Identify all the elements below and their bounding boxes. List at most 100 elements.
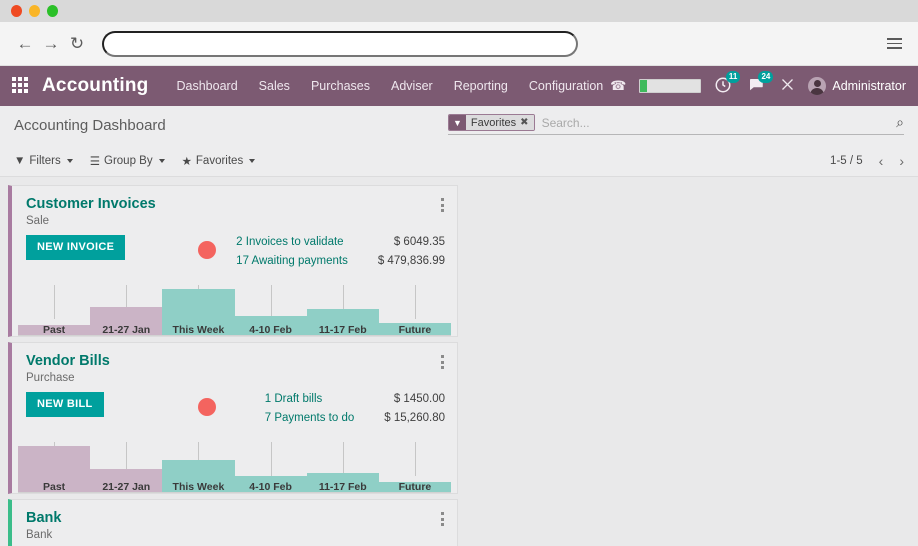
window-close-button[interactable] <box>11 5 22 17</box>
user-name-label: Administrator <box>832 79 906 93</box>
pager-count: 1-5 / 5 <box>830 155 863 167</box>
kebab-menu-icon[interactable] <box>438 509 447 529</box>
forward-icon[interactable]: → <box>42 34 60 53</box>
bar <box>18 445 91 492</box>
stat-value: $ 1450.00 <box>393 393 445 406</box>
card-header: Vendor Bills Purchase <box>12 343 457 384</box>
bar-column[interactable]: Past <box>18 438 91 493</box>
groupby-dropdown[interactable]: ☰ Group By <box>90 154 165 168</box>
bar-column[interactable]: 4-10 Feb <box>234 281 307 336</box>
bar <box>378 482 452 492</box>
search-icon[interactable]: ⌕ <box>896 114 904 130</box>
bar-column[interactable]: Future <box>378 281 452 336</box>
menu-item-dashboard[interactable]: Dashboard <box>176 79 238 93</box>
menu-item-reporting[interactable]: Reporting <box>453 79 508 93</box>
stat-label[interactable]: 1 Draft bills <box>264 393 323 406</box>
attention-dot[interactable] <box>198 241 216 260</box>
customer-invoices-chart: Past 21-27 Jan This Week 4-10 Feb 11-17 … <box>12 281 457 336</box>
bar-column[interactable]: This Week <box>162 281 235 336</box>
address-bar[interactable] <box>102 30 578 57</box>
card-actions: NEW INVOICE <box>26 235 194 272</box>
browser-toolbar: ← → ↻ <box>0 22 918 66</box>
progress-bar-indicator <box>639 79 702 93</box>
window-minimize-button[interactable] <box>29 5 40 17</box>
bar <box>90 306 163 335</box>
kebab-menu-icon[interactable] <box>438 352 447 372</box>
user-menu[interactable]: Administrator <box>808 77 906 95</box>
card-header: Bank Bank <box>12 500 457 541</box>
stat-row: 1 Draft bills $ 1450.00 <box>265 392 445 410</box>
star-icon: ★ <box>181 156 192 168</box>
bar-column[interactable]: This Week <box>162 438 235 493</box>
filters-dropdown[interactable]: ▼ Filters <box>14 155 73 167</box>
app-navbar: Accounting Dashboard Sales Purchases Adv… <box>0 66 918 106</box>
favorites-dropdown[interactable]: ★ Favorites <box>182 154 256 168</box>
bar-column[interactable]: 11-17 Feb <box>306 281 379 336</box>
bar-label: 4-10 Feb <box>249 324 292 336</box>
bar-column[interactable]: 4-10 Feb <box>234 438 307 493</box>
attention-dot[interactable] <box>198 398 216 417</box>
chart-axis-line <box>18 335 451 336</box>
search-facet-favorites[interactable]: ▼ Favorites ✖ <box>448 114 535 131</box>
dashboard-grid: Customer Invoices Sale NEW INVOICE 2 Inv… <box>0 177 918 546</box>
bar-column[interactable]: Future <box>378 438 452 493</box>
groupby-label: Group By <box>104 155 153 167</box>
card-title[interactable]: Vendor Bills <box>26 353 110 369</box>
stat-label[interactable]: 17 Awaiting payments <box>236 254 348 267</box>
search-facet-label: Favorites ✖ <box>465 115 534 130</box>
card-stats: 2 Invoices to validate $ 6049.35 17 Awai… <box>236 235 445 272</box>
bar <box>378 322 452 335</box>
stat-label[interactable]: 7 Payments to do <box>264 411 355 424</box>
bar-label: 11-17 Feb <box>318 481 367 493</box>
card-body: RECONCILE 4 ITEMS Online Synchronization… <box>12 541 457 546</box>
bar-tick <box>126 285 128 319</box>
filters-label: Filters <box>29 155 61 167</box>
back-icon[interactable]: ← <box>16 34 34 53</box>
bar-tick <box>414 285 416 319</box>
menu-item-sales[interactable]: Sales <box>258 79 290 93</box>
dashboard-card-vendor-bills: Vendor Bills Purchase NEW BILL 1 Draft b… <box>8 342 458 494</box>
hamburger-menu-icon[interactable] <box>882 32 906 56</box>
window-maximize-button[interactable] <box>47 5 58 17</box>
control-panel: Accounting Dashboard ▼ Favorites ✖ ⌕ ▼ F… <box>0 106 918 177</box>
bar-column[interactable]: 21-27 Jan <box>90 438 163 493</box>
stat-row: 7 Payments to do $ 15,260.80 <box>265 411 445 429</box>
app-main-menu: Dashboard Sales Purchases Adviser Report… <box>177 79 604 93</box>
bar-column[interactable]: 11-17 Feb <box>306 438 379 493</box>
stat-label[interactable]: 2 Invoices to validate <box>236 236 344 249</box>
wrench-tools-icon[interactable] <box>780 77 795 95</box>
dashboard-card-customer-invoices: Customer Invoices Sale NEW INVOICE 2 Inv… <box>8 185 458 337</box>
bar-label: This Week <box>172 481 225 493</box>
menu-item-configuration[interactable]: Configuration <box>528 79 604 93</box>
bar-tick <box>414 442 416 476</box>
app-brand-title[interactable]: Accounting <box>42 75 149 96</box>
card-indicator-area <box>194 235 236 272</box>
chevron-right-icon[interactable]: › <box>899 153 904 169</box>
close-icon[interactable]: ✖ <box>520 117 529 128</box>
reload-icon[interactable]: ↻ <box>69 34 85 53</box>
menu-item-purchases[interactable]: Purchases <box>310 79 370 93</box>
menu-item-adviser[interactable]: Adviser <box>391 79 433 93</box>
filter-funnel-icon: ▼ <box>14 155 26 167</box>
clock-activities-icon[interactable]: 11 <box>714 71 741 96</box>
chevron-left-icon[interactable]: ‹ <box>878 153 884 169</box>
card-title[interactable]: Customer Invoices <box>26 196 156 212</box>
card-title[interactable]: Bank <box>26 510 62 526</box>
phone-icon[interactable]: ☎ <box>610 78 627 93</box>
stat-value: $ 15,260.80 <box>384 411 445 424</box>
bar <box>162 460 235 492</box>
browser-titlebar <box>0 0 918 22</box>
apps-grid-icon[interactable] <box>12 77 30 95</box>
stat-value: $ 479,836.99 <box>377 254 445 267</box>
card-subtitle: Bank <box>26 529 53 542</box>
card-primary-button[interactable]: NEW BILL <box>26 392 104 418</box>
bar-column[interactable]: Past <box>18 281 91 336</box>
card-subtitle: Sale <box>26 215 50 228</box>
bar-column[interactable]: 21-27 Jan <box>90 281 163 336</box>
stat-value: $ 6049.35 <box>393 236 445 249</box>
search-input[interactable] <box>538 115 891 130</box>
kebab-menu-icon[interactable] <box>438 195 447 215</box>
card-primary-button[interactable]: NEW INVOICE <box>26 235 126 261</box>
chat-messages-icon[interactable]: 24 <box>747 71 774 96</box>
bar-label: 21-27 Jan <box>102 481 151 493</box>
